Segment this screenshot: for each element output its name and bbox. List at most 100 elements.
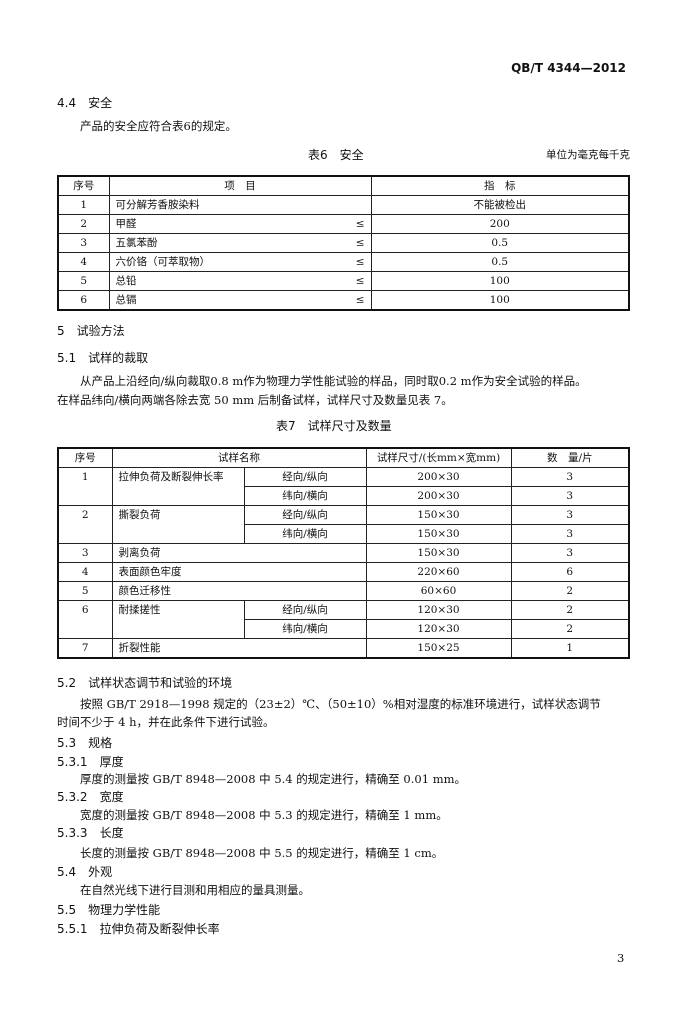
item-text: 五氯苯酚 <box>115 237 158 249</box>
cell-no: 3 <box>57 233 110 253</box>
heading-text: 物理力学性能 <box>88 903 161 917</box>
cell-name: 拉伸负荷及断裂伸长率 <box>111 467 245 506</box>
table-row: 1 可分解芳香胺染料 不能被检出 <box>57 195 630 215</box>
table-row: 3 五氯苯酚 ≤0.5 <box>57 233 630 253</box>
cell-no: 4 <box>57 562 113 582</box>
header-cell: 序号 <box>57 447 113 468</box>
cell-direction: 经向/纵向 <box>243 505 367 525</box>
table-row: 4 表面颜色牢度 220×60 6 <box>57 562 630 582</box>
cell-no: 6 <box>57 600 113 639</box>
cell-direction: 纬向/横向 <box>243 619 367 639</box>
paragraph: 宽度的测量按 GB/T 8948—2008 中 5.3 的规定进行，精确至 1 … <box>80 808 448 822</box>
cell-qty: 3 <box>510 467 630 487</box>
section-5-1-heading: 5.1 试样的裁取 <box>57 350 148 366</box>
table7-title: 表7 试样尺寸及数量 <box>276 419 392 433</box>
table-row: 3 剥离负荷 150×30 3 <box>57 543 630 563</box>
cell-qty: 3 <box>510 486 630 506</box>
heading-number: 5.4 <box>57 865 77 879</box>
section-5-3-2-heading: 5.3.2 宽度 <box>57 789 124 805</box>
cell-size: 150×30 <box>365 505 512 525</box>
section-5-2-heading: 5.2 试样状态调节和试验的环境 <box>57 675 232 691</box>
cell-qty: 1 <box>510 638 630 659</box>
paragraph: 按照 GB/T 2918—1998 规定的（23±2）℃、（50±10）%相对湿… <box>80 697 601 711</box>
heading-text: 试样状态调节和试验的环境 <box>88 676 233 690</box>
section-5-5-1-heading: 5.5.1 拉伸负荷及断裂伸长率 <box>57 921 220 937</box>
heading-text: 厚度 <box>99 755 124 769</box>
header-cell: 序号 <box>57 175 110 196</box>
cell-size: 200×30 <box>365 486 512 506</box>
heading-text: 安全 <box>88 96 113 110</box>
cell-no: 1 <box>57 195 110 215</box>
header-cell: 试样名称 <box>111 447 367 468</box>
heading-text: 试样的裁取 <box>88 351 149 365</box>
cell-value: 0.5 <box>370 252 630 272</box>
paragraph: 在自然光线下进行目测和用相应的量具测量。 <box>80 883 310 897</box>
table-row: 4 六价铬（可萃取物） ≤0.5 <box>57 252 630 272</box>
operator: ≤ <box>355 275 365 287</box>
paragraph: 长度的测量按 GB/T 8948—2008 中 5.5 的规定进行，精确至 1 … <box>80 846 444 860</box>
cell-value: 100 <box>370 271 630 291</box>
table-row: 2 甲醛 ≤200 <box>57 214 630 234</box>
cell-name: 耐揉搓性 <box>111 600 245 639</box>
paragraph: 厚度的测量按 GB/T 8948—2008 中 5.4 的规定进行，精确至 0.… <box>80 772 467 786</box>
table-header-row: 序号 试样名称 试样尺寸/(长mm×宽mm) 数 量/片 <box>57 447 630 468</box>
cell-name: 折裂性能 <box>111 638 367 659</box>
cell-item: 总镉 ≤ <box>108 290 372 311</box>
table6-unit: 单位为毫克每千克 <box>546 149 630 161</box>
heading-text: 宽度 <box>99 790 124 804</box>
cell-name: 剥离负荷 <box>111 543 367 563</box>
cell-no: 2 <box>57 505 113 544</box>
cell-value: 100 <box>370 290 630 311</box>
page-number: 3 <box>617 951 625 965</box>
operator: ≤ <box>355 237 365 249</box>
heading-text: 规格 <box>88 736 113 750</box>
cell-direction: 纬向/横向 <box>243 486 367 506</box>
cell-direction: 经向/纵向 <box>243 467 367 487</box>
cell-size: 150×25 <box>365 638 512 659</box>
paragraph: 产品的安全应符合表6的规定。 <box>80 119 237 133</box>
heading-number: 4.4 <box>57 96 77 110</box>
cell-size: 120×30 <box>365 600 512 620</box>
item-text: 六价铬（可萃取物） <box>115 256 211 268</box>
item-text: 总镉 <box>115 294 137 306</box>
cell-qty: 3 <box>510 524 630 544</box>
section-5-3-1-heading: 5.3.1 厚度 <box>57 754 124 770</box>
heading-number: 5.3 <box>57 736 77 750</box>
section-4-4-heading: 4.4 安全 <box>57 95 112 111</box>
cell-value: 不能被检出 <box>370 195 630 215</box>
table-row: 纬向/横向 120×30 2 <box>58 619 630 639</box>
paragraph: 时间不少于 4 h，并在此条件下进行试验。 <box>57 715 275 729</box>
cell-no: 5 <box>57 581 113 601</box>
section-5-3-3-heading: 5.3.3 长度 <box>57 825 124 841</box>
cell-qty: 2 <box>510 619 630 639</box>
table-row: 2 撕裂负荷 经向/纵向 150×30 3 <box>57 505 630 544</box>
cell-size: 220×60 <box>365 562 512 582</box>
cell-size: 200×30 <box>365 467 512 487</box>
cell-name: 颜色迁移性 <box>111 581 367 601</box>
operator: ≤ <box>355 218 365 230</box>
cell-item: 甲醛 ≤ <box>108 214 372 234</box>
cell-direction: 经向/纵向 <box>243 600 367 620</box>
section-5-heading: 5 试验方法 <box>57 323 125 339</box>
cell-no: 7 <box>57 638 113 659</box>
cell-value: 0.5 <box>370 233 630 253</box>
cell-name: 表面颜色牢度 <box>111 562 367 582</box>
cell-no: 1 <box>57 467 113 506</box>
heading-number: 5.3.1 <box>57 755 88 769</box>
cell-item: 五氯苯酚 ≤ <box>108 233 372 253</box>
standard-number: QB/T 4344—2012 <box>511 61 626 75</box>
cell-item: 可分解芳香胺染料 <box>108 195 372 215</box>
table-row: 5 颜色迁移性 60×60 2 <box>57 581 630 601</box>
operator: ≤ <box>355 256 365 268</box>
heading-number: 5.5.1 <box>57 922 88 936</box>
section-5-5-heading: 5.5 物理力学性能 <box>57 902 160 918</box>
heading-text: 外观 <box>88 865 113 879</box>
cell-size: 150×30 <box>365 543 512 563</box>
heading-text: 拉伸负荷及断裂伸长率 <box>99 922 220 936</box>
heading-text: 试验方法 <box>76 324 125 338</box>
cell-qty: 2 <box>510 581 630 601</box>
paragraph: 在样品纬向/横向两端各除去宽 50 mm 后制备试样，试样尺寸及数量见表 7。 <box>57 393 453 407</box>
cell-no: 3 <box>57 543 113 563</box>
table-7-specimen-size: 序号 试样名称 试样尺寸/(长mm×宽mm) 数 量/片 1 拉伸负荷及断裂伸长… <box>57 447 630 659</box>
section-5-3-heading: 5.3 规格 <box>57 735 112 751</box>
